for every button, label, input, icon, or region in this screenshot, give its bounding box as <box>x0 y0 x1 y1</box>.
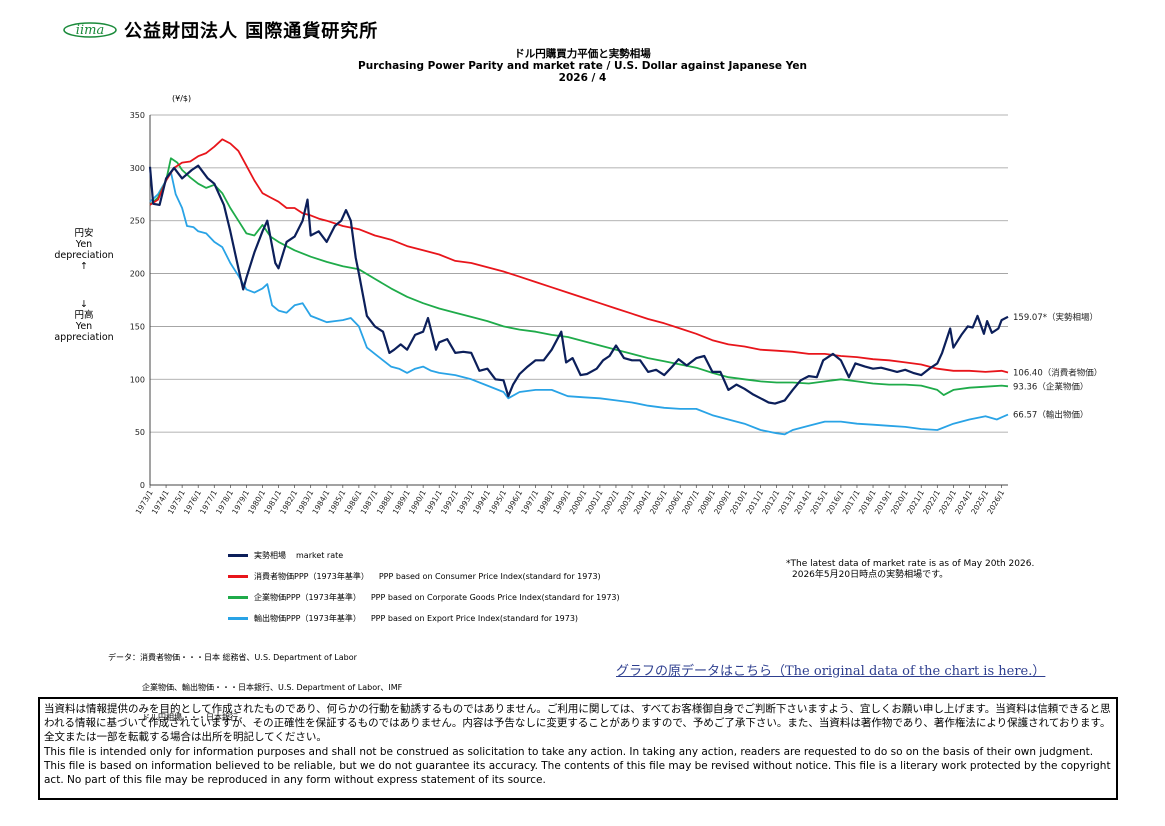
arrow-up-icon: ↑ <box>80 261 88 272</box>
series-line <box>149 171 1009 436</box>
disclaimer-jp: 当資料は情報提供のみを目的として作成されたものであり、何らかの行動を勧誘するもの… <box>44 703 1111 744</box>
chart-title-en: Purchasing Power Parity and market rate … <box>358 60 807 72</box>
chart-title-jp: ドル円購買力平価と実勢相場 <box>514 48 651 60</box>
x-axis-ticks: 1973/11974/11975/11976/11977/11978/11979… <box>134 485 1006 516</box>
legend-swatch <box>228 575 248 578</box>
original-data-link[interactable]: グラフの原データはこちら（The original data of the ch… <box>616 664 1046 679</box>
y-tick-label: 150 <box>130 322 145 331</box>
y-tick-label: 200 <box>130 270 145 279</box>
data-source: データ：消費者物価・・・日本 総務省、U.S. Department of La… <box>108 653 403 722</box>
legend-item-cgpi-ppp: 企業物価PPP（1973年基準） PPP based on Corporate … <box>228 587 620 608</box>
series-line <box>149 138 1009 374</box>
chart-legend: 実勢相場 market rate 消費者物価PPP（1973年基準） PPP b… <box>228 545 620 629</box>
header: iima 公益財団法人 国際通貨研究所 <box>62 14 378 46</box>
legend-item-export-ppp: 輸出物価PPP（1973年基準） PPP based on Export Pri… <box>228 608 620 629</box>
series-line <box>148 164 1009 405</box>
series-end-label: 106.40（消費者物価） <box>1013 368 1102 379</box>
y-tick-label: 350 <box>130 111 145 120</box>
y-tick-label: 50 <box>135 428 145 437</box>
svg-text:iima: iima <box>76 23 104 38</box>
chart-titles: ドル円購買力平価と実勢相場 Purchasing Power Parity an… <box>0 48 1165 84</box>
ppp-line-chart: 0 50 100 150 200 250 300 350 1973/11974/11975/1… <box>130 94 1103 516</box>
arrow-down-icon: ↓ <box>80 299 88 310</box>
y-tick-label: 0 <box>140 481 145 490</box>
y-tick-label: 300 <box>130 164 145 173</box>
series-end-labels: 159.07*（実勢相場） 106.40（消費者物価） 93.36（企業物価） 66.… <box>1013 312 1102 421</box>
latest-data-note: *The latest data of market rate is as of… <box>786 559 1035 580</box>
yen-depreciation-label: 円安 Yen depreciation ↑ <box>52 228 116 272</box>
disclaimer-en: This file is intended only for informati… <box>44 745 1111 787</box>
y-axis-ticks: 0 50 100 150 200 250 300 350 <box>130 111 145 490</box>
iima-logo-icon: iima <box>63 22 117 38</box>
series-end-label: 159.07*（実勢相場） <box>1013 312 1098 323</box>
legend-swatch <box>228 617 248 620</box>
y-axis-unit-label: (¥/$) <box>172 94 191 103</box>
chart-title-date: 2026 / 4 <box>558 72 607 84</box>
series-end-label: 66.57（輸出物価） <box>1013 410 1088 421</box>
chart-grid <box>149 114 1008 486</box>
series-end-label: 93.36（企業物価） <box>1013 381 1088 392</box>
y-tick-label: 100 <box>130 375 145 384</box>
disclaimer-box: 当資料は情報提供のみを目的として作成されたものであり、何らかの行動を勧誘するもの… <box>38 697 1118 800</box>
y-tick-label: 250 <box>130 217 145 226</box>
org-name: 公益財団法人 国際通貨研究所 <box>124 21 379 42</box>
legend-swatch <box>228 596 248 599</box>
series-line <box>149 157 1009 396</box>
legend-item-cpi-ppp: 消費者物価PPP（1973年基準） PPP based on Consumer … <box>228 566 620 587</box>
legend-item-market-rate: 実勢相場 market rate <box>228 545 620 566</box>
yen-appreciation-label: ↓ 円高 Yen appreciation <box>52 299 116 343</box>
chart-series <box>148 138 1009 436</box>
legend-swatch <box>228 554 248 557</box>
